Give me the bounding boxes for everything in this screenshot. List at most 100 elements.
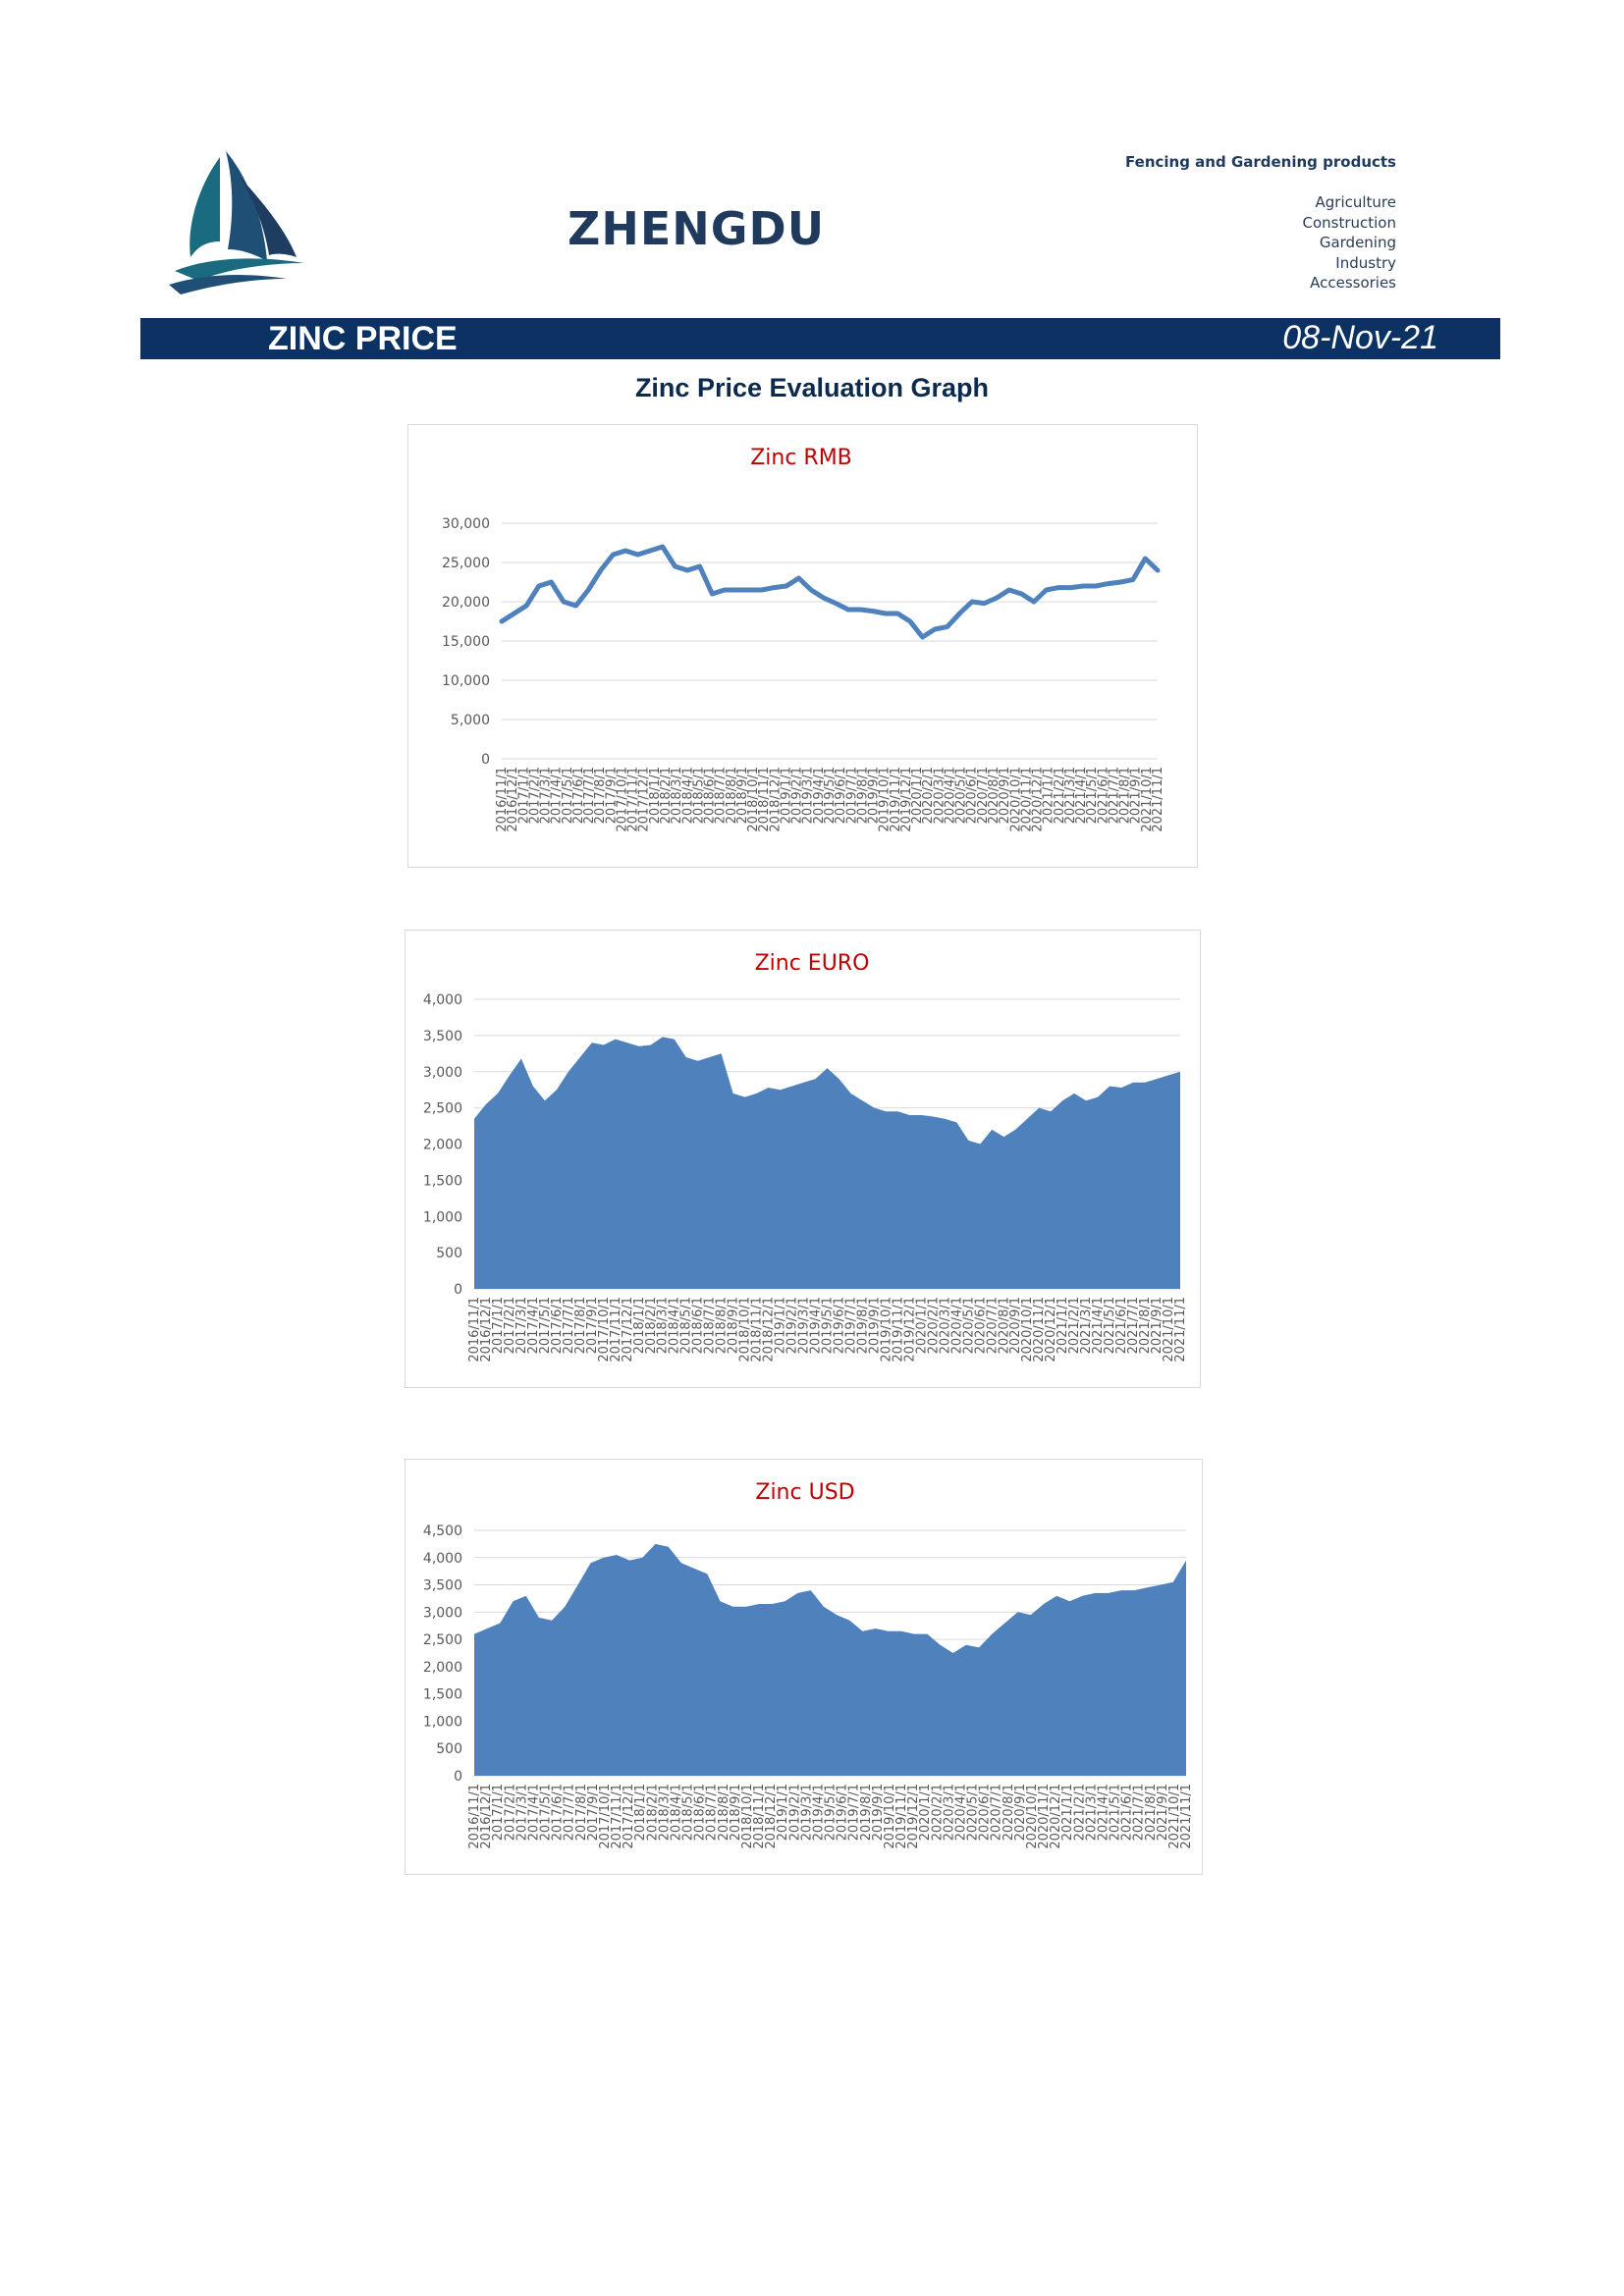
x-tick-label: 2018/1/1 bbox=[632, 1297, 647, 1354]
x-tick-label: 2017/5/1 bbox=[539, 1784, 554, 1841]
x-tick-label: 2021/2/1 bbox=[1053, 767, 1067, 824]
chart-zinc-usd: Zinc USD 0 500 1,000 1,500 2,000 2,500 3,000 3,5… bbox=[405, 1459, 1203, 1875]
y-tick-label: 2,000 bbox=[423, 1660, 462, 1676]
x-tick-label: 2017/2/1 bbox=[527, 767, 542, 824]
x-tick-label: 2018/8/1 bbox=[725, 767, 739, 824]
x-tick-label: 2021/6/1 bbox=[1114, 1297, 1129, 1354]
x-tick-label: 2016/11/1 bbox=[495, 767, 510, 832]
x-tick-label: 2021/3/1 bbox=[1084, 1784, 1099, 1841]
x-tick-label: 2020/8/1 bbox=[997, 1297, 1011, 1354]
x-tick-label: 2019/4/1 bbox=[811, 1784, 826, 1841]
y-tick-label: 1,000 bbox=[423, 1714, 462, 1730]
x-tick-label: 2017/4/1 bbox=[526, 1784, 541, 1841]
x-tick-label: 2019/12/1 bbox=[906, 1784, 921, 1849]
x-tick-label: 2019/7/1 bbox=[847, 1784, 862, 1841]
x-tick-label: 2019/8/1 bbox=[855, 767, 870, 824]
y-tick-label: 2,000 bbox=[423, 1138, 462, 1153]
y-tick-label: 3,500 bbox=[423, 1578, 462, 1594]
x-tick-label: 2021/5/1 bbox=[1085, 767, 1100, 824]
x-tick-label: 2019/10/1 bbox=[883, 1784, 897, 1849]
category-item: Gardening bbox=[1319, 234, 1396, 252]
x-tick-label: 2018/1/1 bbox=[648, 767, 663, 824]
x-tick-label: 2017/8/1 bbox=[574, 1784, 589, 1841]
x-tick-label: 2020/7/1 bbox=[990, 1784, 1004, 1841]
x-tick-label: 2020/4/1 bbox=[943, 767, 957, 824]
x-tick-label: 2019/12/1 bbox=[899, 767, 914, 832]
x-tick-label: 2019/2/1 bbox=[787, 1784, 802, 1841]
y-tick-label: 1,500 bbox=[423, 1687, 462, 1703]
x-tick-label: 2017/7/1 bbox=[562, 1297, 576, 1354]
x-tick-label: 2019/8/1 bbox=[859, 1784, 874, 1841]
x-tick-label: 2021/3/1 bbox=[1079, 1297, 1094, 1354]
x-tick-label: 2020/7/1 bbox=[976, 767, 991, 824]
x-tick-label: 2017/1/1 bbox=[491, 1784, 506, 1841]
x-tick-label: 2019/11/1 bbox=[889, 767, 903, 832]
x-tick-label: 2017/6/1 bbox=[551, 1784, 566, 1841]
x-tick-label: 2021/2/1 bbox=[1067, 1297, 1082, 1354]
y-tick-label: 0 bbox=[454, 1282, 462, 1298]
category-item: Accessories bbox=[1310, 274, 1396, 293]
x-tick-label: 2017/6/1 bbox=[550, 1297, 565, 1354]
x-tick-label: 2021/11/1 bbox=[1173, 1297, 1188, 1362]
company-brand: ZHENGDU bbox=[568, 202, 826, 255]
x-tick-label: 2016/12/1 bbox=[479, 1297, 494, 1362]
x-tick-label: 2021/11/1 bbox=[1179, 1784, 1194, 1849]
x-tick-label: 2017/10/1 bbox=[598, 1784, 613, 1849]
x-tick-label: 2021/9/1 bbox=[1156, 1784, 1170, 1841]
x-tick-label: 2018/1/1 bbox=[633, 1784, 648, 1841]
y-tick-label: 25,000 bbox=[442, 556, 490, 571]
x-tick-label: 2018/11/1 bbox=[750, 1297, 765, 1362]
x-tick-label: 2021/8/1 bbox=[1144, 1784, 1159, 1841]
x-tick-label: 2021/9/1 bbox=[1129, 767, 1144, 824]
x-tick-label: 2020/7/1 bbox=[985, 1297, 1000, 1354]
page-subtitle: Zinc Price Evaluation Graph bbox=[634, 373, 990, 402]
x-tick-label: 2019/9/1 bbox=[871, 1784, 886, 1841]
x-tick-label: 2021/5/1 bbox=[1103, 1297, 1117, 1354]
x-tick-label: 2020/4/1 bbox=[953, 1784, 968, 1841]
x-tick-label: 2017/9/1 bbox=[586, 1784, 601, 1841]
x-tick-label: 2020/10/1 bbox=[1020, 1297, 1035, 1362]
x-tick-label: 2019/1/1 bbox=[774, 1297, 788, 1354]
y-tick-label: 500 bbox=[436, 1741, 462, 1757]
x-tick-label: 2017/11/1 bbox=[610, 1784, 624, 1849]
chart-title: Zinc RMB bbox=[750, 446, 852, 470]
x-tick-label: 2021/2/1 bbox=[1072, 1784, 1087, 1841]
x-tick-label: 2018/5/1 bbox=[681, 1784, 696, 1841]
x-tick-label: 2020/10/1 bbox=[1008, 767, 1023, 832]
x-tick-label: 2019/7/1 bbox=[844, 767, 859, 824]
x-tick-label: 2019/5/1 bbox=[823, 767, 838, 824]
x-tick-label: 2020/2/1 bbox=[926, 1297, 941, 1354]
chart-svg: Zinc RMB 0 5,000 10,000 15,000 20,000 25,000 30… bbox=[442, 446, 1165, 832]
x-tick-label: 2018/3/1 bbox=[656, 1297, 671, 1354]
x-tick-label: 2019/9/1 bbox=[867, 767, 882, 824]
x-tick-label: 2019/4/1 bbox=[812, 767, 827, 824]
category-item: Industry bbox=[1335, 253, 1396, 272]
x-tick-label: 2020/8/1 bbox=[1001, 1784, 1016, 1841]
banner-title: ZINC PRICE bbox=[268, 320, 458, 357]
x-tick-label: 2017/8/1 bbox=[593, 767, 608, 824]
x-tick-label: 2021/5/1 bbox=[1109, 1784, 1123, 1841]
x-tick-label: 2020/12/1 bbox=[1049, 1784, 1063, 1849]
x-tick-label: 2019/1/1 bbox=[779, 767, 793, 824]
chart-svg: Zinc USD 0 500 1,000 1,500 2,000 2,500 3,000 3,5… bbox=[423, 1480, 1194, 1849]
x-tick-label: 2021/6/1 bbox=[1096, 767, 1110, 824]
x-tick-label: 2018/8/1 bbox=[717, 1784, 731, 1841]
x-tick-label: 2021/1/1 bbox=[1056, 1297, 1070, 1354]
y-tick-label: 3,000 bbox=[423, 1605, 462, 1621]
x-tick-label: 2017/11/1 bbox=[626, 767, 641, 832]
x-tick-label: 2017/11/1 bbox=[609, 1297, 623, 1362]
x-tick-label: 2019/10/1 bbox=[879, 1297, 893, 1362]
x-tick-label: 2016/12/1 bbox=[506, 767, 520, 832]
x-tick-label: 2019/6/1 bbox=[832, 1297, 846, 1354]
x-tick-label: 2017/5/1 bbox=[561, 767, 575, 824]
x-tick-label: 2019/6/1 bbox=[834, 767, 848, 824]
x-tick-label: 2016/12/1 bbox=[479, 1784, 494, 1849]
x-tick-label: 2021/3/1 bbox=[1063, 767, 1078, 824]
y-tick-label: 0 bbox=[454, 1769, 462, 1785]
x-tick-label: 2018/9/1 bbox=[735, 767, 750, 824]
x-tick-label: 2020/2/1 bbox=[930, 1784, 945, 1841]
x-tick-label: 2018/4/1 bbox=[669, 1784, 683, 1841]
x-tick-label: 2021/7/1 bbox=[1107, 767, 1121, 824]
y-tick-label: 10,000 bbox=[442, 673, 490, 689]
x-tick-label: 2021/4/1 bbox=[1091, 1297, 1106, 1354]
